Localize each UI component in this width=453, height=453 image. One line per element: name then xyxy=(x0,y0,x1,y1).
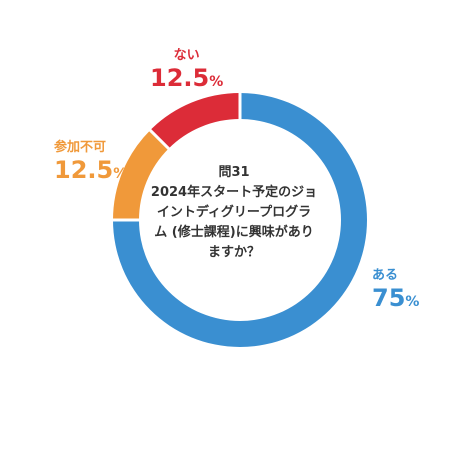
chart-title-line-2: 2024年スタート予定のジョ xyxy=(150,185,318,200)
slice-label-nai: ない 12.5% xyxy=(150,48,223,96)
slice-separator-3 xyxy=(147,127,172,152)
chart-title-line-4: ム (修士課程)に興味があり xyxy=(154,225,314,240)
slice-percent-unit-nai: % xyxy=(209,74,224,90)
slice-name-aru: ある xyxy=(372,268,399,283)
slice-nai xyxy=(150,93,240,149)
slice-percent-value-sanka-fuka: 12.5 xyxy=(54,156,114,184)
slice-percent-value-nai: 12.5 xyxy=(150,64,210,92)
slice-name-nai: ない xyxy=(173,48,200,63)
chart-title: 問31 2024年スタート予定のジョ イントディグリープログラ ム (修士課程)… xyxy=(134,163,334,263)
slice-percent-value-aru: 75 xyxy=(372,284,406,312)
slice-percent-aru: 75% xyxy=(372,284,419,316)
slice-percent-unit-aru: % xyxy=(405,294,420,310)
slice-label-aru: ある 75% xyxy=(372,268,419,316)
chart-title-line-5: ますか？ xyxy=(207,245,260,260)
slice-sanka-fuka xyxy=(113,130,169,220)
slice-percent-nai: 12.5% xyxy=(150,64,223,96)
slice-percent-sanka-fuka: 12.5% xyxy=(54,156,127,188)
chart-title-line-1: 問31 xyxy=(218,165,250,180)
slice-name-sanka-fuka: 参加不可 xyxy=(54,140,107,155)
slice-label-sanka-fuka: 参加不可 12.5% xyxy=(54,140,127,188)
chart-title-line-3: イントディグリープログラ xyxy=(156,205,312,220)
slice-percent-unit-sanka-fuka: % xyxy=(113,166,128,182)
